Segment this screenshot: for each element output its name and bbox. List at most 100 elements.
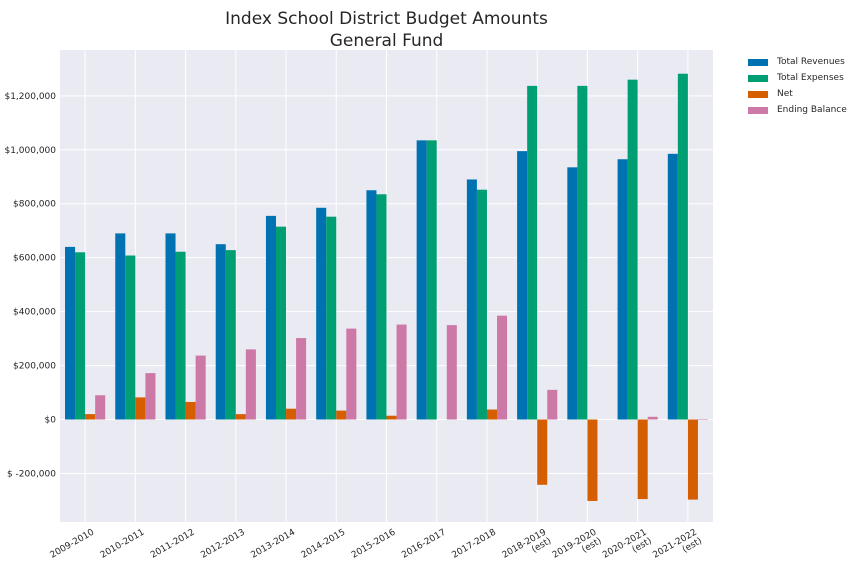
legend-item: Total Revenues: [748, 54, 847, 70]
x-tick-label: 2009-2010: [49, 527, 97, 560]
legend-item: Total Expenses: [748, 70, 847, 86]
bar-total-expenses: [627, 79, 638, 420]
y-tick-label: $400,000: [13, 308, 56, 318]
x-tick-label-line: 2009-2010: [49, 527, 97, 560]
bars: [65, 73, 708, 501]
bar-total-expenses: [476, 189, 487, 420]
bar-total-revenues: [215, 244, 226, 420]
bar-net: [386, 415, 397, 420]
bar-total-expenses: [376, 194, 387, 420]
x-tick-label: 2012-2013: [199, 528, 246, 561]
bar-total-expenses: [426, 140, 437, 420]
bar-total-revenues: [265, 215, 276, 420]
x-tick-label-line: 2017-2018: [450, 527, 498, 560]
legend-swatch-total-revenues: [748, 58, 768, 66]
chart-title: Index School District Budget Amounts Gen…: [60, 8, 713, 52]
x-tick-label-line: 2011-2012: [149, 528, 196, 561]
bar-net: [336, 410, 347, 420]
bar-net: [185, 401, 196, 420]
bar-net: [687, 419, 698, 500]
bar-total-revenues: [165, 233, 176, 420]
x-tick-label: 2019-2020(est): [551, 527, 603, 560]
bar-net: [85, 414, 96, 420]
y-tick-label: $1,000,000: [4, 146, 56, 156]
bar-total-expenses: [75, 252, 86, 420]
bar-ending-balance: [145, 373, 156, 420]
bar-net: [135, 397, 146, 420]
x-tick-label: 2017-2018: [450, 527, 498, 560]
x-tick-label: 2016-2017: [400, 528, 447, 561]
bar-total-revenues: [466, 179, 477, 420]
bar-total-revenues: [316, 207, 327, 420]
legend: Total Revenues Total Expenses Net Ending…: [748, 54, 847, 118]
legend-swatch-net: [748, 90, 768, 98]
legend-item: Ending Balance: [748, 102, 847, 118]
chart-title-line-2: General Fund: [329, 31, 444, 51]
bar-ending-balance: [547, 389, 558, 420]
x-tick-label: 2013-2014: [250, 527, 298, 560]
bar-net: [486, 409, 498, 420]
x-tick-label: 2021-2022(est): [651, 528, 703, 561]
bar-ending-balance: [396, 324, 407, 420]
bar-total-expenses: [527, 85, 538, 420]
bar-ending-balance: [647, 416, 658, 420]
bar-net: [286, 408, 297, 420]
bar-ending-balance: [195, 355, 206, 420]
x-tick-label: 2014-2015: [300, 528, 347, 561]
y-tick-label: $600,000: [13, 254, 56, 264]
bar-net: [587, 419, 598, 501]
bar-total-expenses: [125, 255, 136, 420]
chart-title-line-1: Index School District Budget Amounts: [225, 9, 548, 29]
x-tick-label: 2011-2012: [149, 528, 196, 561]
bar-total-expenses: [175, 251, 186, 420]
bar-net: [637, 419, 648, 500]
x-tick-label-line: 2010-2011: [99, 528, 146, 561]
legend-label: Ending Balance: [777, 105, 847, 115]
bar-total-expenses: [326, 216, 337, 420]
legend-swatch-ending-balance: [748, 106, 768, 114]
bar-total-revenues: [667, 153, 678, 420]
bar-total-expenses: [677, 73, 688, 420]
y-tick-label: $1,200,000: [4, 92, 56, 102]
bar-total-revenues: [416, 140, 427, 420]
bar-total-expenses: [225, 250, 236, 420]
bar-ending-balance: [95, 395, 106, 420]
x-axis-tick-labels: 2009-2010 2010-2011 2011-2012 2012-2013 2013…: [49, 527, 704, 561]
x-tick-label-line: 2013-2014: [250, 527, 298, 560]
x-tick-label-line: 2012-2013: [199, 528, 246, 561]
x-tick-label: 2018-2019(est): [501, 527, 553, 560]
y-tick-label: $0: [45, 416, 57, 426]
bar-ending-balance: [296, 338, 307, 420]
bar-total-expenses: [577, 85, 588, 420]
y-tick-label: $ -200,000: [7, 469, 56, 479]
legend-swatch-total-expenses: [748, 74, 768, 82]
y-tick-label: $800,000: [13, 200, 56, 210]
x-tick-label-line: 2016-2017: [400, 528, 447, 561]
bar-total-revenues: [517, 151, 528, 420]
x-tick-label-line: 2015-2016: [350, 527, 398, 560]
legend-label: Net: [777, 89, 793, 99]
bar-total-expenses: [275, 226, 287, 420]
legend-label: Total Expenses: [777, 73, 844, 83]
bar-ending-balance: [497, 315, 508, 420]
x-tick-label-line: 2014-2015: [300, 528, 347, 561]
bar-total-revenues: [65, 246, 76, 420]
bar-net: [537, 419, 548, 485]
bar-ending-balance: [446, 325, 457, 420]
x-tick-label: 2015-2016: [350, 527, 398, 560]
legend-label: Total Revenues: [777, 57, 845, 67]
bar-ending-balance: [697, 418, 708, 420]
legend-item: Net: [748, 86, 847, 102]
bar-net: [235, 414, 246, 420]
y-tick-label: $200,000: [13, 362, 56, 372]
x-tick-label: 2010-2011: [99, 528, 146, 561]
y-axis-tick-labels: $ -200,000 $0 $200,000 $400,000 $600,000 $800…: [4, 92, 56, 480]
bar-total-revenues: [115, 233, 126, 420]
bar-ending-balance: [245, 349, 256, 420]
bar-total-revenues: [366, 190, 377, 420]
bar-total-revenues: [567, 167, 578, 420]
bar-ending-balance: [346, 328, 357, 420]
x-tick-label: 2020-2021(est): [601, 528, 653, 561]
bar-total-revenues: [617, 159, 628, 420]
